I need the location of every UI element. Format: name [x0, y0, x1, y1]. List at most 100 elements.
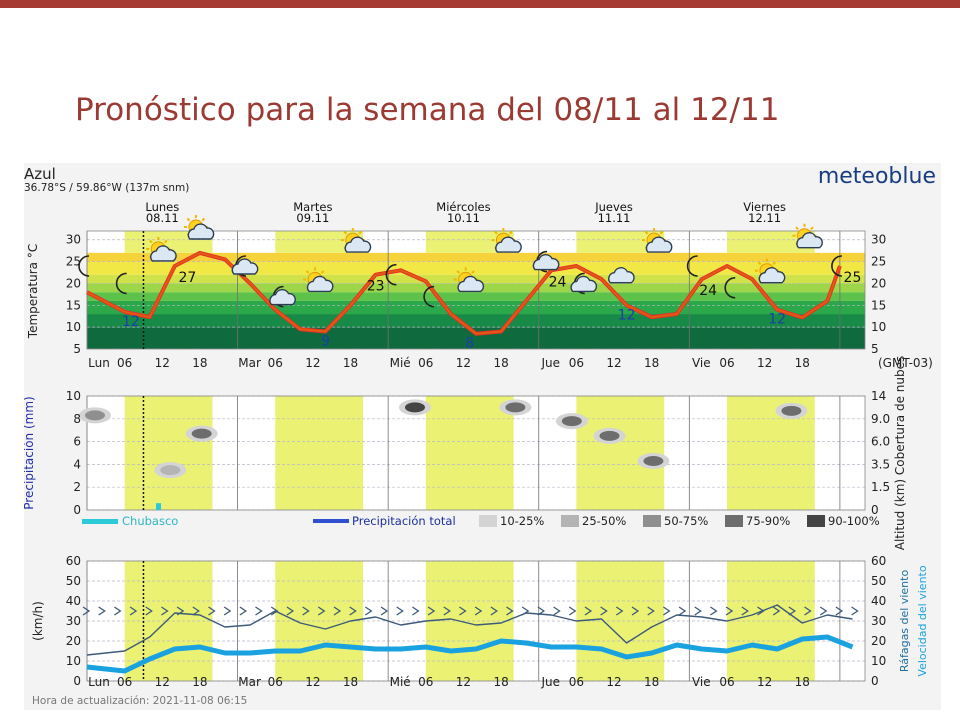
cloud-shape [344, 236, 372, 253]
wind-direction-arrows [82, 606, 859, 616]
legend-label-cloud: 10-25% [500, 514, 544, 528]
x-tick-label: 18 [795, 356, 810, 370]
wind-arrow [568, 606, 577, 616]
moon-cloud-icon [231, 255, 259, 277]
meteoblue-logo: meteoblue [818, 164, 936, 189]
moon-icon [686, 255, 698, 277]
wind-y-label: (km/h) [31, 601, 45, 641]
moon-cloud-icon [570, 272, 598, 295]
temperature-line [86, 251, 841, 335]
wind-arrow [82, 606, 91, 616]
moon-shape [78, 255, 90, 277]
wind-arrow [270, 606, 279, 616]
day-date: 12.11 [748, 211, 781, 225]
sun-cloud-icon [453, 267, 485, 293]
y-tick-label: 40 [66, 594, 81, 608]
daylight-band-top [576, 231, 665, 253]
location-name: Azul [24, 165, 56, 183]
precipitation-grid [86, 395, 866, 511]
temperature-data-label: 24 [699, 283, 717, 299]
sun-ray [644, 230, 649, 235]
sun-cloud-icon [754, 258, 786, 284]
x-tick-label: 12 [606, 675, 621, 689]
y2-tick-label: 20 [871, 276, 886, 290]
wind-arrow [725, 606, 734, 616]
wind-arrow [317, 606, 326, 616]
cloud-shape [645, 236, 673, 253]
sun-ray [320, 270, 325, 274]
y2-tick-label: 10 [871, 320, 886, 334]
wind-arrow [772, 606, 781, 616]
x-tick-label: 06 [719, 675, 734, 689]
day-date: 08.11 [146, 211, 179, 225]
moon-shape [423, 285, 435, 308]
cloud-shape [187, 223, 215, 240]
daylight-band [576, 396, 665, 510]
cloud-shape [608, 267, 635, 284]
day-date: 09.11 [296, 211, 329, 225]
wind-arrow [804, 606, 812, 616]
y2-tick-label: 25 [871, 255, 886, 269]
sun-ray [186, 217, 191, 222]
sun-ray [509, 230, 513, 235]
day-name: Viernes [743, 200, 786, 214]
wind-arrow [615, 606, 624, 616]
moon-shape [724, 277, 736, 299]
x-tick-label: 18 [343, 675, 358, 689]
y-tick-label: 0 [73, 674, 81, 688]
moon-shape [536, 250, 548, 273]
legend-label-cloud: 25-50% [582, 514, 626, 528]
legend-label-total: Precipitación total [352, 514, 456, 528]
day-date: 10.11 [447, 211, 480, 225]
wind-arrow [710, 606, 718, 616]
sun-cloud-icon [146, 236, 177, 262]
x-tick-label: Vie [692, 356, 711, 370]
wind-arrow [349, 606, 357, 616]
wind-x-tick-labels: Lun 06 12 18 Mar 06 12 18 Mié 06 12 18 Jue 06 12 18 Vie 0… [88, 675, 810, 689]
x-tick-label: Vie [692, 675, 711, 689]
wind-arrow [364, 606, 373, 616]
legend-swatch-cloud [643, 515, 661, 527]
x-tick-label: 12 [305, 675, 320, 689]
x-tick-label: 06 [268, 356, 283, 370]
cloud-shape [758, 267, 786, 284]
x-tick-label: 18 [192, 675, 207, 689]
moon-shape [272, 285, 284, 308]
moon-icon [385, 263, 397, 286]
coordinates: 36.78°S / 59.86°W (137m snm) [24, 182, 189, 194]
legend-label-cloud: 75-90% [746, 514, 790, 528]
x-tick-label: Lun [88, 356, 110, 370]
moon-cloud-icon [532, 250, 560, 273]
x-tick-label: 06 [268, 675, 283, 689]
y2-tick-label: 60 [871, 554, 886, 568]
temp-band [87, 261, 865, 275]
x-tick-label: 18 [493, 356, 508, 370]
cloud-patch-core [599, 430, 620, 441]
day-date: 11.11 [598, 211, 631, 225]
y2-tick-label: 0 [871, 503, 879, 517]
y-tick-label: 30 [66, 233, 81, 247]
y-tick-label: 4 [73, 457, 81, 471]
moon-shape [686, 255, 698, 277]
wind-gust-line [86, 604, 853, 656]
wind-arrow [98, 606, 106, 616]
temp-band [87, 300, 865, 315]
wind-arrow [443, 606, 451, 616]
timezone-label: (GMT-03) [878, 356, 933, 370]
temperature-data-label: 27 [178, 270, 196, 286]
wind-arrow [208, 606, 216, 616]
x-tick-label: 06 [117, 675, 132, 689]
precipitation-y-label: Precipitación (mm) [24, 396, 36, 509]
daylight-band-top [425, 231, 514, 253]
sun-ray [149, 239, 153, 244]
wind-arrow [474, 606, 483, 616]
sun-cloud-icon [340, 228, 372, 253]
x-tick-label: 12 [606, 356, 621, 370]
x-tick-label: 06 [117, 356, 132, 370]
y-tick-label: 60 [66, 554, 81, 568]
moon-shape [573, 272, 585, 295]
sun-ray [795, 226, 799, 231]
sun-cloud-icon [642, 228, 673, 253]
y-tick-label: 10 [66, 320, 81, 334]
x-tick-label: 12 [456, 675, 471, 689]
